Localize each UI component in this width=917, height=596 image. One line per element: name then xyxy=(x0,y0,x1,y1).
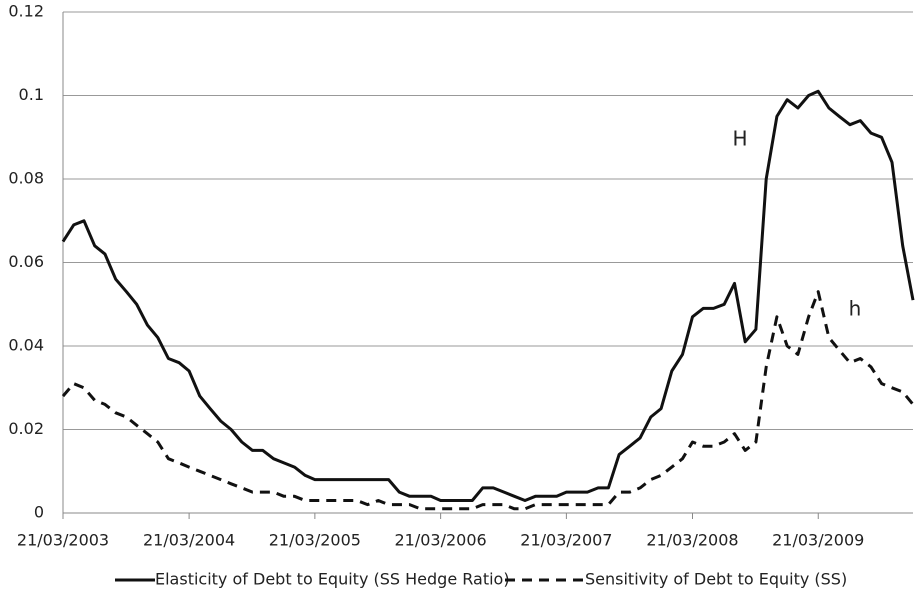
series-line xyxy=(61,290,915,511)
annotation: H xyxy=(732,127,747,151)
y-tick-label: 0.08 xyxy=(8,169,44,188)
y-tick-label: 0.1 xyxy=(19,85,44,104)
annotation: h xyxy=(849,297,862,321)
x-tick-label: 21/03/2007 xyxy=(520,531,612,550)
series-line xyxy=(61,89,915,502)
x-tick-label: 21/03/2003 xyxy=(17,531,109,550)
x-tick-label: 21/03/2008 xyxy=(646,531,738,550)
legend-label: Sensitivity of Debt to Equity (SS) xyxy=(585,570,847,589)
x-tick-label: 21/03/2004 xyxy=(143,531,235,550)
y-tick-label: 0.02 xyxy=(8,419,44,438)
y-tick-label: 0.12 xyxy=(8,2,44,21)
y-tick-label: 0 xyxy=(34,503,44,522)
x-tick-label: 21/03/2006 xyxy=(395,531,487,550)
legend-label: Elasticity of Debt to Equity (SS Hedge R… xyxy=(155,570,510,589)
y-tick-label: 0.06 xyxy=(8,252,44,271)
y-tick-label: 0.04 xyxy=(8,336,44,355)
x-tick-label: 21/03/2005 xyxy=(269,531,361,550)
x-tick-label: 21/03/2009 xyxy=(772,531,864,550)
